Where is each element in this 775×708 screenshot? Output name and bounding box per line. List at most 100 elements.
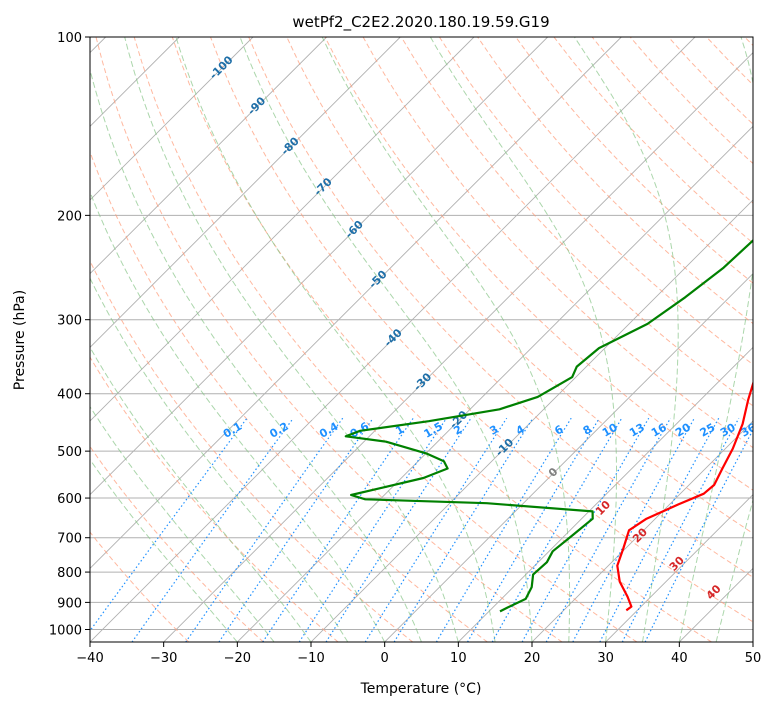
dry-adiabat [90,356,339,642]
y-tick-label: 300 [57,314,82,329]
dry-adiabat [95,37,563,642]
isotherm-line [384,273,753,642]
y-tick-label: 600 [57,492,82,507]
mixing-ratio-label: 0.2 [267,420,290,441]
x-tick-label: −20 [224,651,251,666]
moist-adiabat-label: 30 [667,553,687,573]
chart-title: wetPf2_C2E2.2020.180.19.59.G19 [292,13,549,32]
mixing-ratio-line [325,417,472,642]
isotherm-label: -60 [343,218,366,241]
sounding-profiles [344,238,753,613]
moist-adiabat-label: 40 [704,582,724,602]
isotherm-line [90,37,548,496]
isotherm-line [752,641,753,642]
isotherm-label: -70 [312,175,335,198]
isotherm-line [531,420,753,642]
mixing-ratio-line [621,417,740,642]
dry-adiabat [515,37,753,284]
dry-adiabat [133,37,638,642]
moist-adiabat [239,37,533,642]
x-tick-label: 30 [597,651,614,666]
mixing-ratio-label: 13 [627,421,647,440]
isotherm-line [457,346,753,642]
x-tick-label: 40 [671,651,688,666]
mixing-ratio-line [572,417,695,642]
y-tick-label: 400 [57,388,82,403]
mixing-ratio-line [599,417,720,642]
mixing-ratio-line [644,428,753,642]
dry-adiabats [90,37,753,642]
plot-area: 0.1 0.2 0.4 0.6 1 1.5 2 3 4 6 8 10 13 16 20 25 30 36-100-… [90,37,759,642]
y-tick-label: 800 [57,566,82,581]
mixing-ratio-line [521,417,650,642]
dry-adiabat [591,37,753,204]
isotherm-line [605,494,753,642]
isotherm-label: -100 [207,53,236,82]
x-tick-label: 10 [450,651,467,666]
isotherm-line [90,37,401,348]
mixing-ratio-line [364,417,508,642]
isotherm-line [90,37,254,201]
mixing-ratio-label: 8 [581,423,594,438]
dry-adiabat [171,37,712,642]
mixing-ratio-label: 36 [739,421,759,440]
mixing-ratio-line [466,417,600,642]
moist-adiabat [573,37,679,642]
moist-adiabat [90,405,275,642]
isotherm-label: -30 [411,370,434,393]
y-tick-label: 700 [57,532,82,547]
diagram-labels: 0.1 0.2 0.4 0.6 1 1.5 2 3 4 6 8 10 13 16 20 25 30 36-100-… [207,53,759,602]
dry-adiabat [400,37,753,407]
isotherm-label: -90 [245,94,268,117]
y-tick-label: 500 [57,445,82,460]
mixing-ratio-line [298,417,447,642]
plot-frame [89,36,754,643]
dry-adiabat [90,259,414,642]
dry-adiabat [438,37,753,366]
pressure-gridlines [90,37,753,630]
mixing-ratio-line [545,417,672,642]
y-tick-label: 100 [57,31,82,46]
dry-adiabat [248,37,753,578]
dry-adiabat [90,445,264,642]
axes: −40 −30 −20 −10 0 10 20 30 40 5010020030040050060… [49,31,761,666]
moist-adiabat [90,67,422,642]
x-tick-label: 50 [745,651,762,666]
mixing-ratio-label: 25 [698,421,718,440]
mixing-ratio-line [262,417,414,642]
mixing-ratio-label: 0.1 [221,420,244,441]
x-axis-label: Temperature (°C) [360,681,482,697]
mixing-ratio-line [185,417,344,642]
moist-adiabat [90,458,238,642]
dry-adiabat [744,37,753,47]
y-tick-label: 900 [57,596,82,611]
mixing-ratio-line [131,417,294,642]
mixing-ratio-line [393,417,534,642]
isotherm-line [678,567,753,642]
isotherm-line [90,37,622,569]
mixing-ratio-label: 30 [718,421,738,440]
dry-adiabat [90,150,488,642]
dry-adiabat [210,37,753,623]
x-tick-label: −30 [150,651,177,666]
dry-adiabat [706,37,753,86]
mixing-ratio-label: 16 [649,421,669,440]
isotherm-label: -20 [447,408,470,431]
dry-adiabat [324,37,753,491]
isotherm-label: -10 [493,436,516,459]
moist-adiabat [90,190,386,642]
mixing-ratio-line [218,417,374,642]
moist-adiabat [321,37,571,642]
isotherm-line [90,37,475,422]
y-tick-label: 200 [57,209,82,224]
moist-adiabat [90,277,349,642]
moist-adiabat [678,37,753,642]
mixing-ratio-label: 20 [673,421,693,440]
isotherm-line [236,125,753,642]
isotherm-line [90,37,327,275]
x-tick-label: −10 [297,651,324,666]
dewpoint-profile [344,238,753,613]
mixing-ratio-line [90,417,248,632]
mixing-ratio-label: 6 [552,422,565,437]
dry-adiabat [90,531,190,642]
